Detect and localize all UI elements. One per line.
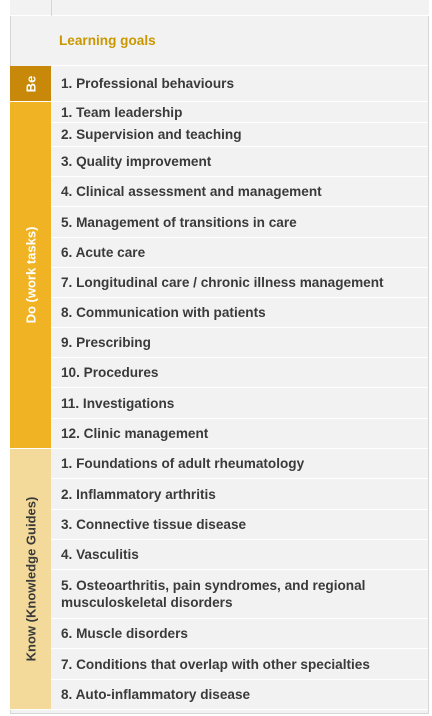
do-item: 6. Acute care: [51, 238, 428, 268]
do-item: 2. Supervision and teaching: [51, 123, 428, 147]
table-top-strip: [10, 0, 429, 16]
section-label-do: Do (work tasks): [10, 102, 51, 449]
know-item: 7. Conditions that overlap with other sp…: [51, 649, 428, 680]
do-item-label: 8. Communication with patients: [61, 305, 266, 320]
do-item: 5. Management of transitions in care: [51, 207, 428, 238]
know-item-label: 2. Inflammatory arthritis: [61, 486, 216, 502]
section-label-be-text: Be: [23, 75, 38, 92]
know-item-label: 4. Vasculitis: [61, 547, 139, 562]
do-item-label: 3. Quality improvement: [61, 154, 212, 169]
do-item: 10. Procedures: [51, 358, 428, 388]
do-item: 7. Longitudinal care / chronic illness m…: [51, 268, 428, 298]
do-item-label: 12. Clinic management: [61, 426, 209, 441]
know-item: 4. Vasculitis: [51, 540, 428, 570]
do-item-label: 7. Longitudinal care / chronic illness m…: [61, 275, 384, 290]
know-item: 1. Foundations of adult rheumatology: [51, 449, 428, 479]
table-header: Learning goals: [51, 16, 428, 66]
know-item-label: 5. Osteoarthritis, pain syndromes, and r…: [61, 578, 366, 610]
do-item: 9. Prescribing: [51, 328, 428, 358]
be-item: 1. Professional behaviours: [51, 66, 428, 102]
know-item-label: 7. Conditions that overlap with other sp…: [61, 656, 370, 672]
do-item-label: 9. Prescribing: [61, 335, 151, 350]
know-item-label: 6. Muscle disorders: [61, 626, 188, 641]
do-item: 11. Investigations: [51, 388, 428, 419]
do-item-label: 2. Supervision and teaching: [61, 127, 242, 142]
do-item-label: 10. Procedures: [61, 365, 159, 380]
section-label-know-text: Know (Knowledge Guides): [23, 496, 38, 662]
know-item: 8. Auto-inflammatory disease: [51, 680, 428, 710]
do-item: 3. Quality improvement: [51, 147, 428, 177]
do-item: 8. Communication with patients: [51, 298, 428, 328]
do-item-label: 1. Team leadership: [61, 104, 183, 120]
do-item: 12. Clinic management: [51, 419, 428, 449]
table-divider: [51, 0, 52, 16]
do-item: 4. Clinical assessment and management: [51, 177, 428, 207]
know-item-label: 8. Auto-inflammatory disease: [61, 687, 251, 702]
do-item-label: 6. Acute care: [61, 245, 146, 260]
be-item-label: 1. Professional behaviours: [61, 76, 235, 91]
know-item: 5. Osteoarthritis, pain syndromes, and r…: [51, 570, 428, 619]
section-label-know: Know (Knowledge Guides): [10, 449, 51, 710]
do-item-label: 5. Management of transitions in care: [61, 214, 297, 230]
do-item-label: 4. Clinical assessment and management: [61, 184, 322, 199]
know-item: 3. Connective tissue disease: [51, 510, 428, 540]
do-item: 1. Team leadership: [51, 102, 428, 123]
header-title: Learning goals: [59, 33, 156, 48]
know-item-label: 3. Connective tissue disease: [61, 517, 247, 532]
know-item: 6. Muscle disorders: [51, 619, 428, 649]
section-label-do-text: Do (work tasks): [23, 226, 38, 324]
section-label-be: Be: [10, 66, 51, 102]
know-item: 2. Inflammatory arthritis: [51, 479, 428, 510]
know-item-label: 1. Foundations of adult rheumatology: [61, 456, 305, 471]
do-item-label: 11. Investigations: [61, 395, 175, 411]
